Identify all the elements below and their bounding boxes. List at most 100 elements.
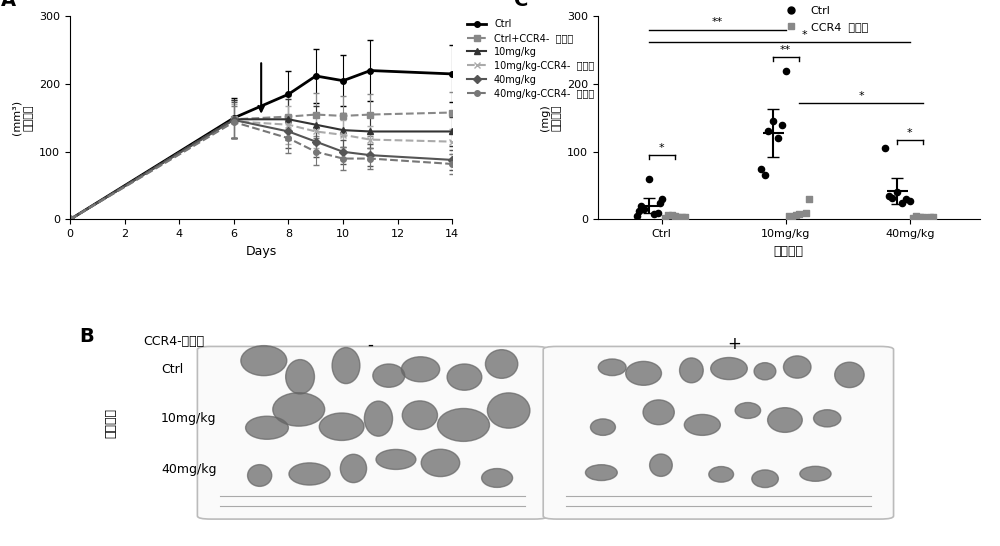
Ellipse shape bbox=[680, 358, 703, 383]
Point bbox=[652, 198, 668, 207]
Point bbox=[778, 66, 794, 75]
Text: *: * bbox=[802, 30, 807, 40]
Ellipse shape bbox=[800, 466, 831, 482]
Point bbox=[677, 213, 693, 222]
Point bbox=[791, 210, 807, 218]
Ellipse shape bbox=[376, 449, 416, 470]
Text: 40mg/kg: 40mg/kg bbox=[161, 463, 216, 476]
Ellipse shape bbox=[626, 361, 661, 385]
Y-axis label: (mg)
肿瘾质量: (mg) 肿瘾质量 bbox=[540, 105, 561, 131]
Point bbox=[781, 212, 797, 221]
Point bbox=[877, 144, 893, 153]
Text: **: ** bbox=[780, 45, 791, 55]
Point bbox=[765, 117, 781, 126]
Ellipse shape bbox=[340, 454, 367, 483]
Point bbox=[629, 212, 645, 221]
FancyBboxPatch shape bbox=[197, 347, 548, 519]
Ellipse shape bbox=[319, 413, 364, 441]
Text: **: ** bbox=[712, 17, 723, 27]
Ellipse shape bbox=[485, 349, 518, 378]
Point bbox=[784, 213, 800, 222]
Ellipse shape bbox=[754, 363, 776, 380]
Ellipse shape bbox=[437, 408, 489, 441]
Ellipse shape bbox=[332, 348, 360, 384]
Point bbox=[667, 212, 683, 221]
Point bbox=[753, 164, 769, 173]
Point bbox=[770, 134, 786, 143]
Text: +: + bbox=[727, 335, 741, 353]
Ellipse shape bbox=[273, 393, 325, 426]
Point bbox=[902, 196, 918, 205]
Ellipse shape bbox=[752, 470, 778, 488]
Point bbox=[884, 193, 900, 202]
Text: A: A bbox=[1, 0, 16, 10]
Point bbox=[654, 195, 670, 204]
Point bbox=[898, 195, 914, 204]
X-axis label: 索拉非尼: 索拉非尼 bbox=[774, 245, 804, 258]
Text: CCR4-拮抗剂: CCR4-拮抗剂 bbox=[143, 335, 204, 348]
Point bbox=[798, 209, 814, 217]
Ellipse shape bbox=[487, 393, 530, 428]
Point bbox=[631, 207, 647, 216]
Point bbox=[801, 195, 817, 204]
Point bbox=[894, 198, 910, 207]
Ellipse shape bbox=[289, 463, 330, 485]
Ellipse shape bbox=[590, 419, 615, 435]
Point bbox=[915, 212, 931, 221]
Ellipse shape bbox=[421, 449, 460, 477]
Point bbox=[650, 209, 666, 217]
Ellipse shape bbox=[735, 402, 761, 418]
Ellipse shape bbox=[643, 400, 674, 425]
Point bbox=[881, 192, 897, 200]
Point bbox=[905, 214, 921, 223]
Point bbox=[908, 212, 924, 221]
Ellipse shape bbox=[373, 364, 405, 387]
Ellipse shape bbox=[585, 465, 617, 480]
Text: C: C bbox=[514, 0, 528, 10]
Point bbox=[925, 213, 941, 222]
Text: 10mg/kg: 10mg/kg bbox=[161, 412, 216, 425]
Ellipse shape bbox=[709, 466, 734, 482]
Ellipse shape bbox=[650, 454, 672, 477]
Text: *: * bbox=[907, 128, 913, 138]
Ellipse shape bbox=[447, 364, 482, 390]
Point bbox=[788, 211, 804, 220]
Ellipse shape bbox=[814, 410, 841, 427]
Point bbox=[660, 210, 676, 219]
Ellipse shape bbox=[286, 360, 314, 394]
Ellipse shape bbox=[248, 465, 272, 486]
Ellipse shape bbox=[402, 401, 437, 430]
Point bbox=[646, 210, 662, 218]
Point bbox=[757, 171, 773, 180]
Text: *: * bbox=[858, 91, 864, 101]
Point bbox=[774, 120, 790, 129]
Ellipse shape bbox=[768, 408, 802, 432]
Ellipse shape bbox=[684, 414, 720, 435]
Ellipse shape bbox=[246, 416, 288, 440]
Legend: Ctrl, CCR4  拮抗剂: Ctrl, CCR4 拮抗剂 bbox=[775, 2, 873, 36]
Point bbox=[912, 213, 928, 222]
Point bbox=[889, 188, 905, 197]
Point bbox=[636, 205, 652, 213]
Ellipse shape bbox=[711, 358, 747, 379]
Point bbox=[657, 214, 673, 223]
Text: B: B bbox=[79, 327, 94, 346]
X-axis label: Days: Days bbox=[246, 245, 277, 258]
Point bbox=[922, 212, 938, 221]
Y-axis label: (mm³)
肿瘾体积: (mm³) 肿瘾体积 bbox=[12, 100, 34, 135]
Ellipse shape bbox=[482, 468, 513, 488]
Point bbox=[664, 211, 680, 220]
Ellipse shape bbox=[364, 401, 393, 436]
Ellipse shape bbox=[598, 359, 626, 376]
Text: *: * bbox=[659, 143, 665, 153]
Ellipse shape bbox=[401, 357, 440, 382]
FancyBboxPatch shape bbox=[543, 347, 894, 519]
Text: -: - bbox=[367, 335, 373, 353]
Point bbox=[670, 213, 686, 222]
Ellipse shape bbox=[783, 356, 811, 378]
Legend: Ctrl, Ctrl+CCR4-  拮抗剂, 10mg/kg, 10mg/kg-CCR4-  拮抗剂, 40mg/kg, 40mg/kg-CCR4-  拮抗剂: Ctrl, Ctrl+CCR4- 拮抗剂, 10mg/kg, 10mg/kg-C… bbox=[465, 17, 596, 100]
Point bbox=[633, 201, 649, 210]
Point bbox=[674, 212, 690, 221]
Text: Ctrl: Ctrl bbox=[161, 363, 183, 376]
Ellipse shape bbox=[835, 362, 864, 388]
